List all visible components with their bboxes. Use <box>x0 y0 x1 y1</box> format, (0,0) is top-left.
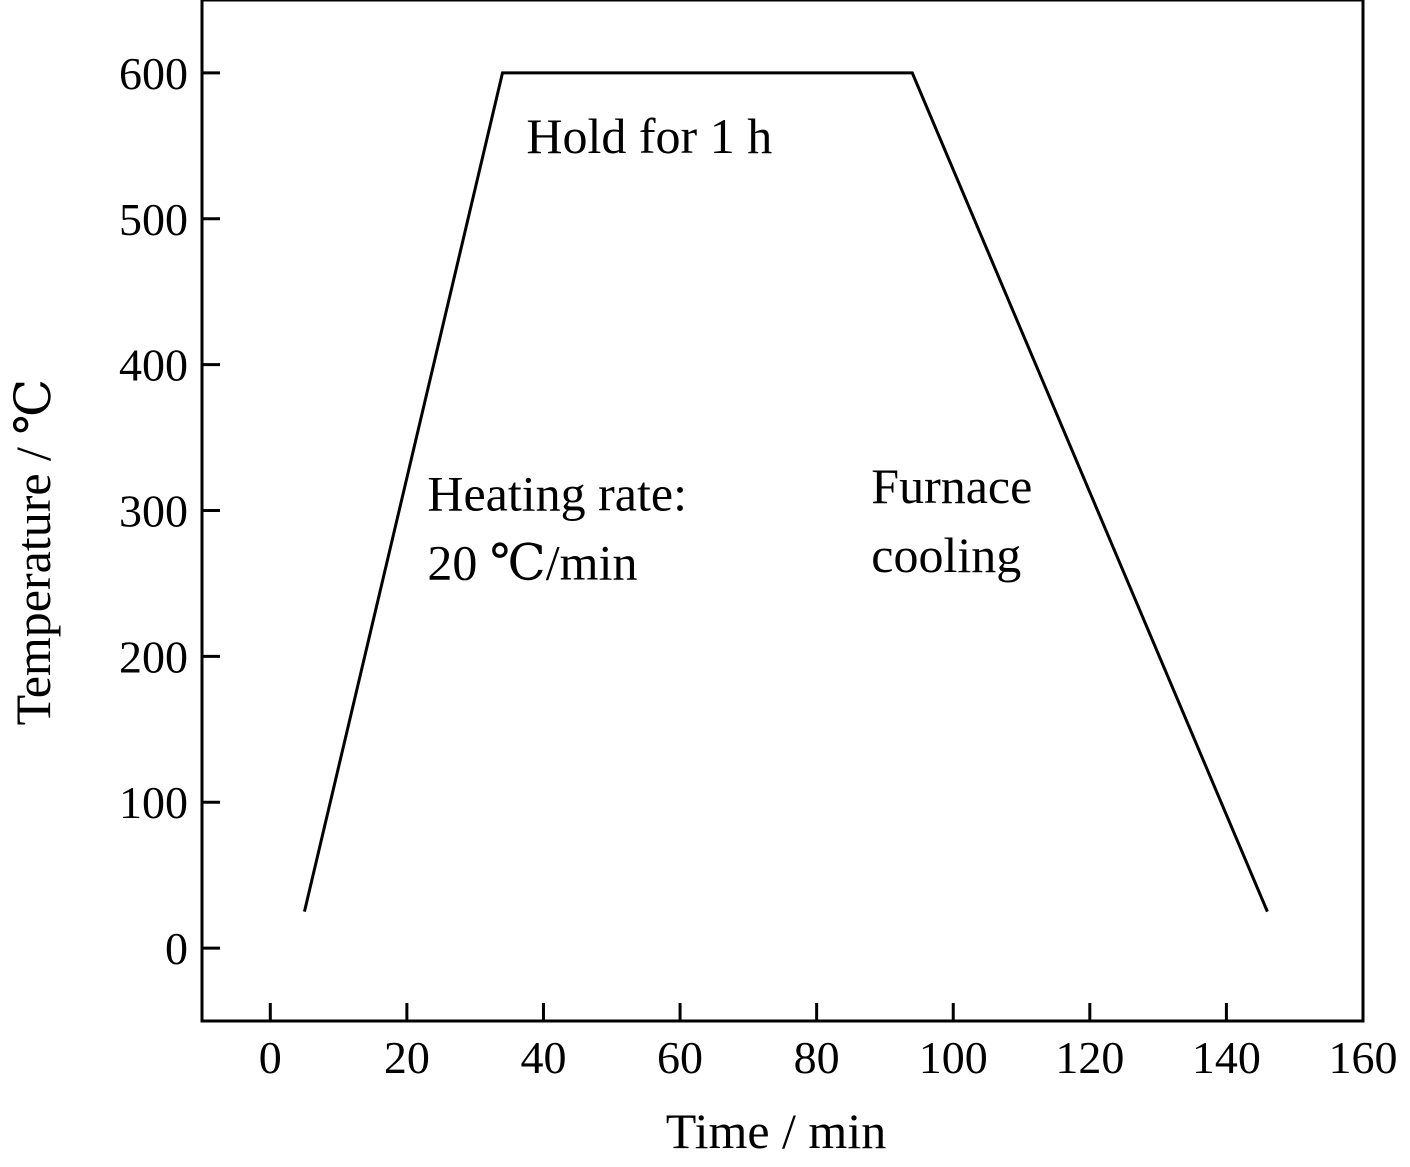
x-tick-label: 160 <box>1329 1032 1398 1083</box>
x-tick-label: 0 <box>259 1032 282 1083</box>
y-axis-label: Temperature / ℃ <box>5 379 61 726</box>
y-tick-label: 400 <box>119 340 188 391</box>
annotation-text: 20 ℃/min <box>427 535 637 591</box>
annotation-text: cooling <box>871 527 1021 583</box>
x-axis-label: Time / min <box>666 1103 886 1159</box>
x-axis-ticks: 0 20 40 60 80 100 120 140 160 <box>259 1003 1398 1083</box>
y-tick-label: 500 <box>119 194 188 245</box>
y-tick-label: 200 <box>119 631 188 682</box>
y-axis-ticks: 0 100 200 300 400 500 600 <box>119 48 220 974</box>
y-tick-label: 300 <box>119 486 188 537</box>
x-tick-label: 20 <box>384 1032 430 1083</box>
y-tick-label: 0 <box>165 923 188 974</box>
x-tick-label: 140 <box>1192 1032 1261 1083</box>
temperature-profile-line <box>302 71 1269 913</box>
x-tick-label: 120 <box>1055 1032 1124 1083</box>
annotation-text: Hold for 1 h <box>526 108 772 164</box>
y-tick-label: 100 <box>119 777 188 828</box>
x-tick-label: 60 <box>657 1032 703 1083</box>
x-tick-label: 80 <box>794 1032 840 1083</box>
annotation-layer: Hold for 1 h Heating rate: 20 ℃/min Furnace… <box>427 108 1032 590</box>
annotation-text: Heating rate: <box>427 466 687 522</box>
plot-area-frame <box>200 0 1365 1023</box>
x-tick-label: 100 <box>919 1032 988 1083</box>
series-layer <box>302 71 1269 913</box>
y-tick-label: 600 <box>119 48 188 99</box>
x-tick-label: 40 <box>520 1032 566 1083</box>
annotation-text: Furnace <box>871 458 1032 514</box>
